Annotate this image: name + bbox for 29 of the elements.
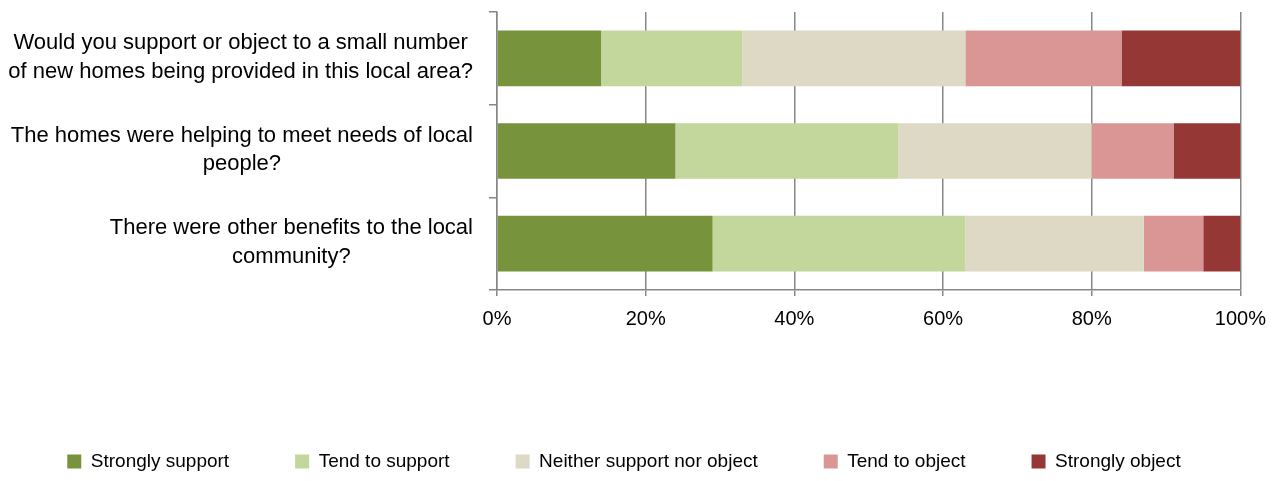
legend-label: Neither support nor object <box>539 449 759 471</box>
legend-label: Strongly object <box>1055 449 1182 471</box>
y-tick-label: Would you support or object to a small number of new homes being provided in this local area? <box>8 29 473 83</box>
legend-label: Tend to support <box>318 449 451 471</box>
bar <box>1143 215 1204 272</box>
bar <box>497 123 676 179</box>
bar <box>742 30 966 87</box>
y-tick-label: There were other benefits to the local community? <box>109 214 474 268</box>
bar <box>965 215 1144 272</box>
bar <box>898 123 1092 179</box>
x-tick-label: 20% <box>625 306 666 329</box>
legend-label: Strongly support <box>90 449 230 471</box>
legend-label: Tend to object <box>847 449 967 471</box>
x-tick-label: 100% <box>1214 306 1267 329</box>
x-tick-label: 80% <box>1071 306 1112 329</box>
y-tick-label: The homes were helping to meet needs of local people? <box>10 121 474 176</box>
x-tick-label: 60% <box>923 306 964 329</box>
bar <box>1203 215 1241 272</box>
bar <box>675 123 899 179</box>
bar <box>497 30 602 87</box>
bar <box>965 30 1122 87</box>
bar <box>1091 123 1174 179</box>
x-tick-label: 40% <box>774 306 815 329</box>
bar <box>712 215 966 272</box>
bar <box>1173 123 1241 179</box>
bar <box>1121 30 1241 87</box>
bar <box>497 215 713 272</box>
bar <box>601 30 743 87</box>
x-tick-label: 0% <box>482 306 512 329</box>
